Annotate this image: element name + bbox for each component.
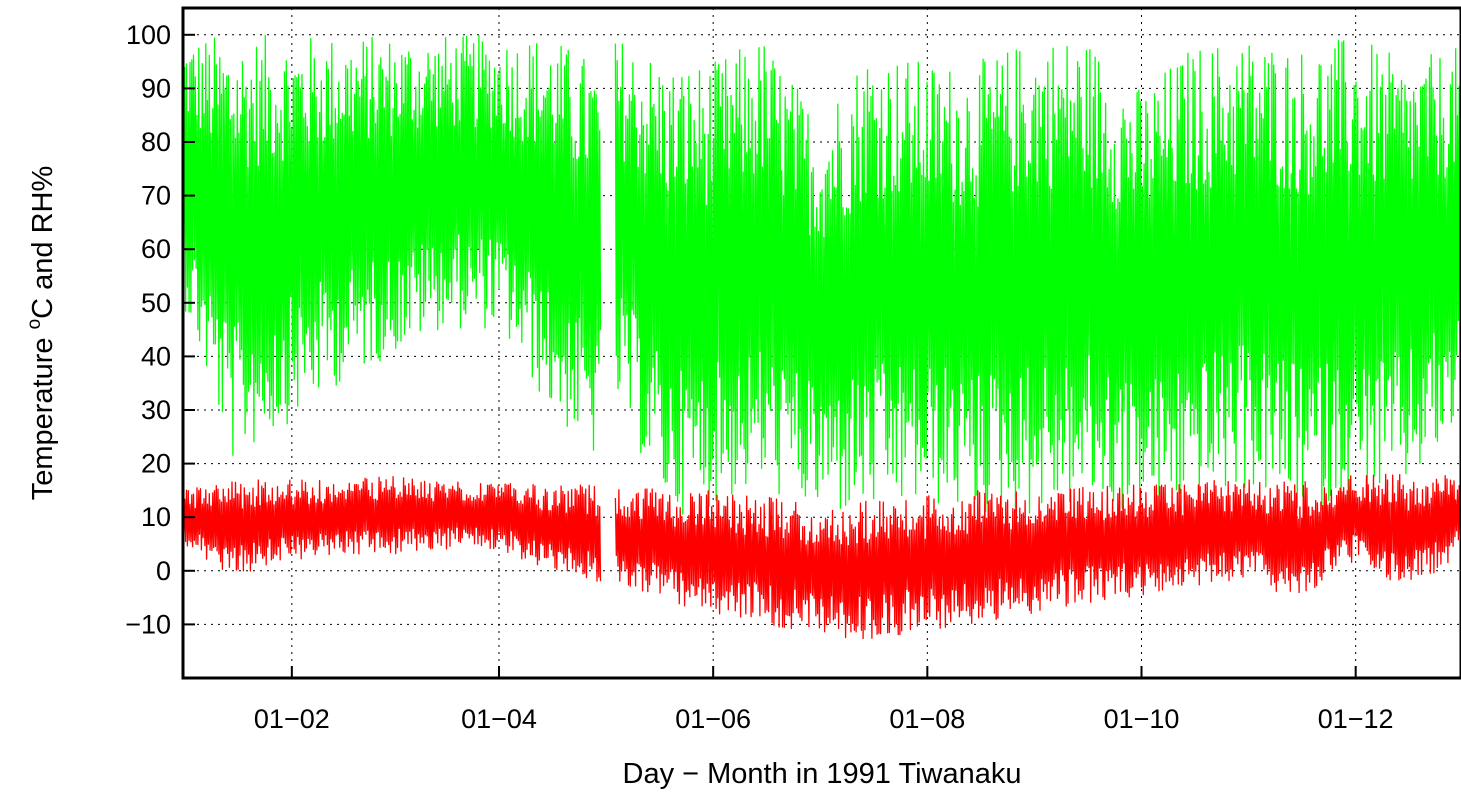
y-tick-label: 20 bbox=[141, 449, 171, 479]
series-line bbox=[182, 34, 602, 456]
series-line bbox=[614, 39, 1461, 515]
x-tick-label: 01−04 bbox=[461, 704, 537, 734]
series-layer bbox=[182, 34, 1461, 640]
y-tick-label: 100 bbox=[126, 20, 171, 50]
y-axis-label: Temperature oC and RH% bbox=[24, 166, 59, 501]
series-line bbox=[614, 473, 1461, 640]
y-axis-label-prefix: Temperature bbox=[27, 329, 59, 500]
y-axis-label-superscript: o bbox=[24, 319, 45, 330]
y-tick-label: −10 bbox=[125, 609, 171, 639]
y-tick-label: 10 bbox=[141, 502, 171, 532]
y-tick-label: 30 bbox=[141, 395, 171, 425]
y-tick-label: 40 bbox=[141, 341, 171, 371]
x-tick-label: 01−10 bbox=[1104, 704, 1180, 734]
x-tick-label: 01−12 bbox=[1318, 704, 1394, 734]
y-tick-label: 90 bbox=[141, 73, 171, 103]
y-tick-label: 60 bbox=[141, 234, 171, 264]
ticks-layer: −10 0 10 20 30 40 50 60 70 80 90 100 01−02 01−04 01−06… bbox=[125, 20, 1393, 734]
x-tick-label: 01−08 bbox=[889, 704, 965, 734]
y-tick-label: 70 bbox=[141, 181, 171, 211]
y-tick-label: 50 bbox=[141, 288, 171, 318]
series-line bbox=[182, 476, 602, 582]
x-axis-label: Day − Month in 1991 Tiwanaku bbox=[623, 758, 1022, 790]
y-axis-label-suffix: C and RH% bbox=[27, 166, 59, 319]
plot-frame bbox=[181, 6, 1461, 680]
y-tick-label: 80 bbox=[141, 127, 171, 157]
x-tick-label: 01−02 bbox=[254, 704, 330, 734]
x-tick-label: 01−06 bbox=[675, 704, 751, 734]
y-tick-label: 0 bbox=[156, 556, 171, 586]
